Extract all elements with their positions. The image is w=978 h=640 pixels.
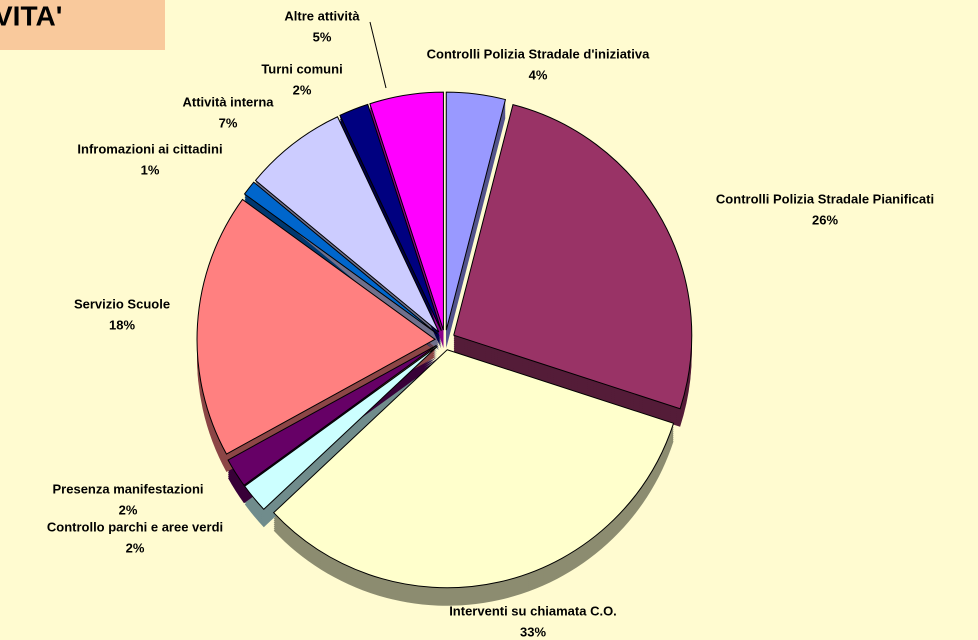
slice-label: Attività interna <box>182 94 274 109</box>
slice-label: Presenza manifestazioni <box>53 481 204 496</box>
slice <box>244 345 438 511</box>
slice-label: Turni comuni <box>261 61 342 76</box>
slice-label: Controllo parchi e aree verdi <box>47 519 223 534</box>
slice-value-label: 18% <box>109 317 135 332</box>
slice <box>227 344 437 486</box>
slice-value-label: 2% <box>126 540 145 555</box>
slice <box>272 349 675 589</box>
slice <box>453 104 693 410</box>
slice-value-label: 4% <box>529 67 548 82</box>
slice-value-label: 7% <box>219 115 238 130</box>
slice-value-label: 33% <box>520 624 546 639</box>
slice-label: Interventi su chiamata C.O. <box>449 603 617 618</box>
slice <box>445 91 507 331</box>
slice-label: Servizio Scuole <box>74 296 170 311</box>
slice <box>254 116 440 333</box>
slice-label: Infromazioni ai cittadini <box>77 141 222 156</box>
slice-value-label: 5% <box>313 29 332 44</box>
slice-value-label: 2% <box>293 82 312 97</box>
chart-title: VITA' <box>0 0 62 31</box>
slice <box>196 198 436 455</box>
leader-line <box>369 21 387 89</box>
slice-value-label: 1% <box>141 162 160 177</box>
slice <box>369 91 444 331</box>
slice <box>339 103 442 331</box>
slice <box>243 181 438 335</box>
slice-value-label: 26% <box>812 212 838 227</box>
slice-value-label: 2% <box>119 502 138 517</box>
title-box <box>0 0 165 50</box>
slice-label: Controlli Polizia Stradale Pianificati <box>716 191 934 206</box>
slice-label: Altre attività <box>284 8 360 23</box>
slice-label: Controlli Polizia Stradale d'iniziativa <box>427 46 650 61</box>
